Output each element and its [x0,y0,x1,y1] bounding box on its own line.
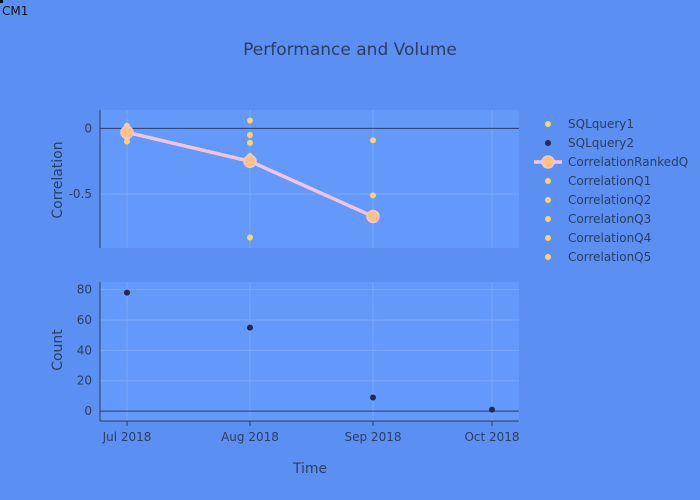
legend-label-sqlquery2: SQLquery2 [568,136,634,150]
legend-marker-correlationq4 [545,235,551,241]
legend-marker-sqlquery2 [545,140,551,146]
point-correlationrankedq [243,154,257,169]
legend[interactable]: SQLquery1 SQLquery2 CorrelationRankedQ Corr… [534,117,688,264]
legend-label-correlationq2: CorrelationQ2 [568,193,651,207]
legend-marker-correlationq2 [545,197,551,203]
y-tick-label-correlation: -0.5 [69,187,92,201]
y-axis-title-count: Count [50,329,66,371]
legend-marker-correlationq3 [545,216,551,222]
legend-label-sqlquery1: SQLquery1 [568,117,634,131]
legend-item-correlationq4[interactable]: CorrelationQ4 [545,231,651,245]
point-correlationq5 [247,234,253,241]
legend-item-sqlquery2[interactable]: SQLquery2 [545,136,634,150]
chart-title: Performance and Volume [243,40,457,60]
legend-label-correlationq5: CorrelationQ5 [568,250,651,264]
legend-label-correlationq1: CorrelationQ1 [568,174,651,188]
point-correlationq2 [247,131,253,138]
y-tick-label-count: 60 [77,313,92,327]
legend-label-correlationq4: CorrelationQ4 [568,231,651,245]
legend-item-correlationq1[interactable]: CorrelationQ1 [545,174,651,188]
y-tick-label-correlation: 0 [84,121,92,135]
y-axis-title-correlation: Correlation [50,141,66,218]
plot-area-count [100,282,519,421]
corner-marker [0,0,3,3]
y-tick-label-count: 80 [77,283,92,297]
point-correlationq5 [124,138,130,145]
legend-item-sqlquery1[interactable]: SQLquery1 [545,117,634,131]
x-tick-label: Aug 2018 [221,430,279,444]
point-correlationq1 [370,137,376,144]
legend-item-correlationq3[interactable]: CorrelationQ3 [545,212,651,226]
legend-marker-correlationq5 [545,254,551,260]
legend-label-correlationq3: CorrelationQ3 [568,212,651,226]
point-correlationq3 [247,139,253,146]
point-correlationq1 [247,117,253,124]
plot-layer: 0 -0.5 80 60 40 20 0 Jul 2018 Aug 2018 Sep 2018 Oc… [69,110,520,444]
point-sqlquery2 [124,289,130,296]
legend-item-correlationq5[interactable]: CorrelationQ5 [545,250,651,264]
plot-area-correlation [100,110,519,248]
point-sqlquery2 [489,406,495,413]
legend-item-correlationrankedq[interactable]: CorrelationRankedQ [534,155,688,169]
legend-item-correlationq2[interactable]: CorrelationQ2 [545,193,651,207]
legend-label-correlationrankedq: CorrelationRankedQ [568,155,688,169]
x-axis-title: Time [292,461,327,477]
point-sqlquery2 [247,324,253,331]
x-tick-label: Sep 2018 [345,430,402,444]
legend-marker-correlationrankedq [541,155,555,169]
y-tick-label-count: 20 [77,374,92,388]
point-correlationq2 [370,192,376,199]
point-sqlquery2 [370,394,376,401]
corner-label: CM1 [2,4,28,18]
point-correlationrankedq [366,209,380,224]
legend-marker-sqlquery1 [545,121,551,127]
point-correlationrankedq [120,125,134,140]
y-tick-label-count: 0 [84,404,92,418]
y-tick-label-count: 40 [77,343,92,357]
x-tick-label: Oct 2018 [464,430,519,444]
x-tick-label: Jul 2018 [102,430,152,444]
legend-marker-correlationq1 [545,178,551,184]
